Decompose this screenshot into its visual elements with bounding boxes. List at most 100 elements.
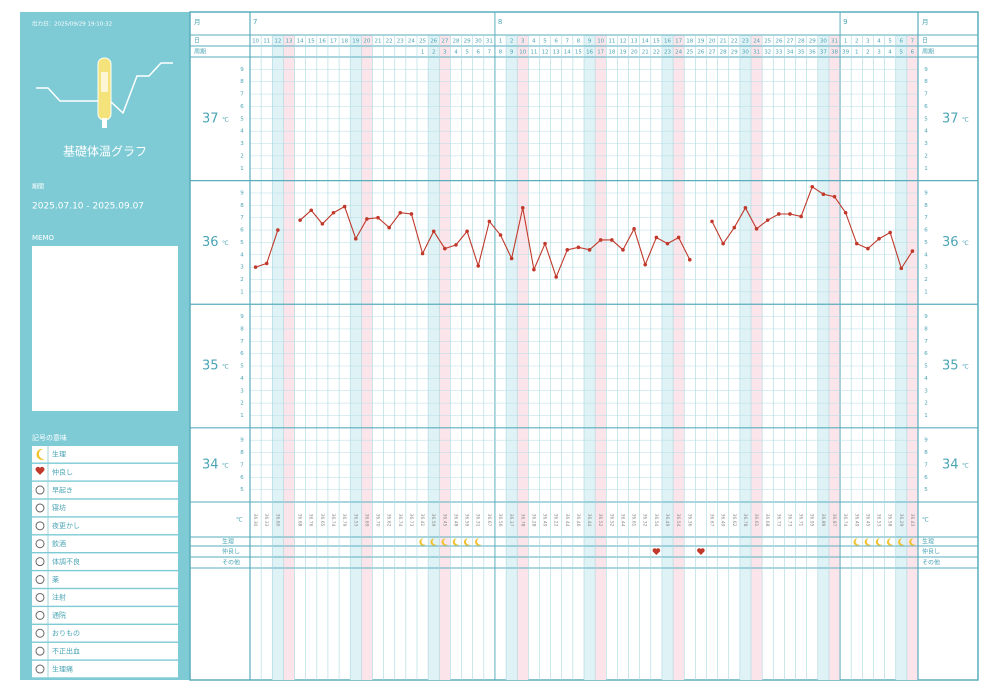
day-label: 31	[486, 39, 493, 45]
y-minor-label: 6	[924, 351, 928, 357]
day-label: 21	[375, 39, 382, 45]
temperature-point	[576, 245, 581, 250]
temperature-point	[342, 204, 347, 209]
title: 基礎体温グラフ	[63, 145, 147, 159]
cycle-label: 22	[653, 50, 660, 56]
y-minor-label: 7	[924, 215, 928, 221]
y-minor-label: 9	[240, 67, 244, 73]
temperature-point	[721, 241, 725, 246]
day-label: 19	[697, 39, 704, 45]
day-label: 22	[386, 39, 393, 45]
sex-mark	[697, 548, 705, 555]
value-label: 36.69	[363, 514, 369, 527]
temperature-point	[276, 228, 280, 232]
value-label: 36.32	[642, 514, 648, 527]
cycle-label: 3	[443, 50, 447, 56]
temperature-point	[799, 214, 803, 219]
period-mark	[452, 538, 459, 546]
y-minor-label: 1	[240, 289, 244, 295]
y-minor-label: 4	[924, 252, 928, 258]
y-minor-label: 1	[924, 289, 928, 295]
cycle-label: 19	[619, 50, 626, 56]
period: 2025.07.10 - 2025.09.07	[32, 202, 144, 212]
temperature-point	[732, 225, 737, 230]
row-label: その他	[222, 559, 240, 567]
value-label: 36.45	[441, 514, 447, 527]
legend-icon	[36, 448, 45, 460]
value-label: 36.28	[530, 514, 536, 527]
cycle-label: 13	[553, 50, 560, 56]
value-label: 36.62	[386, 514, 392, 527]
day-label: 23	[742, 39, 749, 45]
legend-item-box	[32, 553, 178, 570]
period-mark	[430, 538, 437, 546]
temperature-point	[487, 219, 492, 224]
day-label: 11	[263, 39, 270, 45]
cycle-label: 20	[631, 50, 638, 56]
day-label: 16	[664, 39, 671, 45]
row-label: その他	[922, 559, 940, 567]
y-minor-label: 7	[240, 215, 244, 221]
value-label: 36.44	[564, 514, 570, 527]
legend-item-box	[32, 517, 178, 535]
value-label: 36.56	[497, 514, 503, 527]
cycle-label: 5	[465, 50, 469, 56]
month-label: 9	[843, 18, 847, 26]
cycle-label: 11	[530, 50, 537, 56]
y-unit: ℃	[962, 364, 969, 371]
y-minor-label: 1	[924, 413, 928, 419]
y-minor-label: 5	[924, 240, 928, 246]
temperature-point	[320, 222, 325, 226]
row-label: 日	[194, 38, 200, 45]
temperature-point	[777, 212, 781, 216]
day-label: 28	[452, 39, 459, 45]
y-minor-label: 3	[240, 141, 244, 147]
y-minor-label: 1	[240, 166, 244, 172]
y-minor-label: 6	[924, 104, 928, 110]
value-label: 36.95	[809, 514, 815, 527]
day-label: 1	[844, 39, 848, 45]
y-minor-label: 5	[924, 116, 928, 122]
day-label: 12	[274, 39, 281, 45]
temperature-point	[676, 235, 681, 240]
day-label: 13	[285, 39, 292, 45]
cycle-label: 12	[542, 50, 549, 56]
y-minor-label: 1	[240, 413, 244, 419]
y-tick-label: 36	[942, 235, 959, 250]
y-minor-label: 8	[240, 450, 244, 456]
y-minor-label: 6	[240, 104, 244, 110]
day-label: 10	[252, 39, 259, 45]
day-label: 13	[631, 39, 638, 45]
value-label: 36.58	[887, 514, 893, 527]
day-label: 24	[408, 39, 415, 45]
cycle-label: 7	[488, 50, 492, 56]
row-label: ℃	[922, 517, 929, 524]
y-minor-label: 5	[924, 487, 928, 493]
temperature-point	[398, 210, 403, 215]
y-minor-label: 5	[240, 116, 244, 122]
temperature-point	[565, 248, 570, 252]
weekend-shade	[828, 35, 841, 680]
value-label: 36.78	[519, 514, 525, 527]
day-label: 18	[341, 39, 348, 45]
value-label: 36.48	[452, 514, 458, 527]
weekend-shade	[739, 35, 751, 680]
temperature-point	[443, 246, 447, 251]
legend-item-box	[32, 499, 178, 517]
day-label: 21	[720, 39, 727, 45]
temperature-point	[353, 236, 358, 241]
day-label: 4	[877, 39, 881, 45]
weekend-shade	[350, 35, 362, 680]
legend-item-box	[32, 535, 178, 552]
temperature-point	[665, 241, 670, 246]
cycle-label: 39	[842, 50, 849, 56]
legend-label: 不正出血	[52, 646, 80, 655]
temperature-point	[532, 267, 536, 272]
legend-label: 薬	[52, 575, 59, 584]
day-label: 22	[731, 39, 738, 45]
temperature-point	[821, 192, 826, 197]
temperature-point	[866, 246, 870, 251]
legend-icon	[35, 664, 45, 674]
row-label: ℃	[236, 517, 243, 524]
